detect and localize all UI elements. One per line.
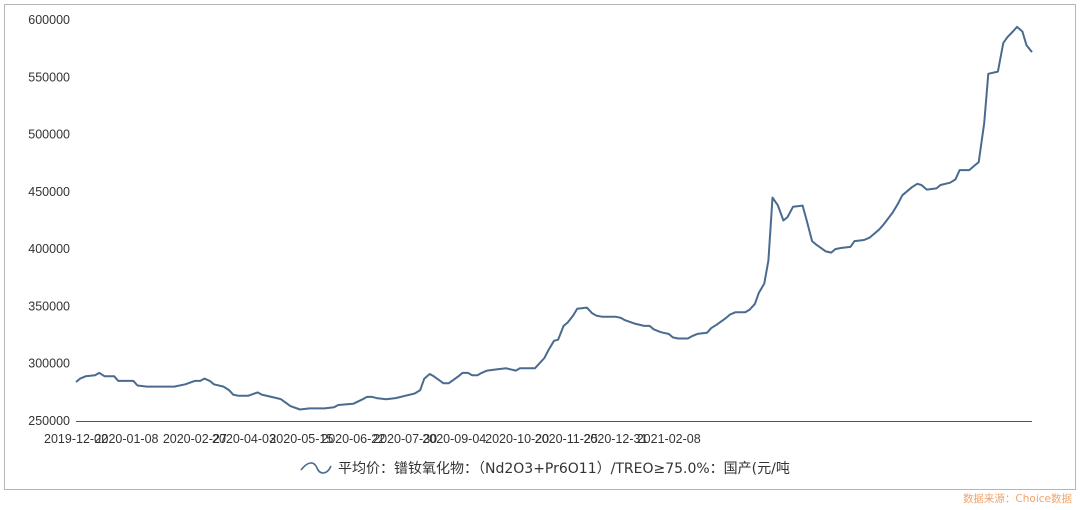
x-tick-label: 2020-04-03 <box>212 432 276 446</box>
x-tick-label: 2020-07-30 <box>373 432 437 446</box>
line-chart: 250000 300000 350000 400000 450000 500000 5500… <box>28 13 1033 446</box>
x-tick-label: 2020-12-31 <box>583 432 647 446</box>
x-tick-label: 2020-05-15 <box>269 432 333 446</box>
y-axis-ticks: 250000 300000 350000 400000 450000 500000 5500… <box>28 13 70 428</box>
chart-frame <box>4 4 1076 490</box>
x-tick-label: 2019-12-02 <box>44 432 108 446</box>
y-tick-label: 450000 <box>28 185 70 199</box>
x-tick-label: 2020-09-04 <box>422 432 486 446</box>
y-tick-label: 350000 <box>28 299 70 313</box>
x-tick-label: 2020-06-22 <box>321 432 385 446</box>
y-tick-label: 400000 <box>28 242 70 256</box>
series-line <box>75 25 1033 411</box>
x-tick-label: 2020-02-27 <box>163 432 227 446</box>
x-tick-label: 2020-01-08 <box>95 432 159 446</box>
legend[interactable]: 平均价：镨钕氧化物：（Nd2O3+Pr6O11）/TREO≥75.0%：国产(元… <box>300 458 790 478</box>
data-source-note: 数据来源：Choice数据 <box>962 493 1072 505</box>
x-tick-label: 2020-10-20 <box>485 432 549 446</box>
y-tick-label: 600000 <box>28 13 70 27</box>
y-tick-label: 250000 <box>28 414 70 428</box>
x-tick-label: 2021-02-08 <box>637 432 701 446</box>
x-tick-label: 2020-11-25 <box>535 432 598 446</box>
legend-line-icon <box>300 462 332 474</box>
y-tick-label: 550000 <box>28 70 70 84</box>
y-tick-label: 300000 <box>28 357 70 371</box>
legend-label: 平均价：镨钕氧化物：（Nd2O3+Pr6O11）/TREO≥75.0%：国产(元… <box>338 461 790 477</box>
y-tick-label: 500000 <box>28 128 70 142</box>
